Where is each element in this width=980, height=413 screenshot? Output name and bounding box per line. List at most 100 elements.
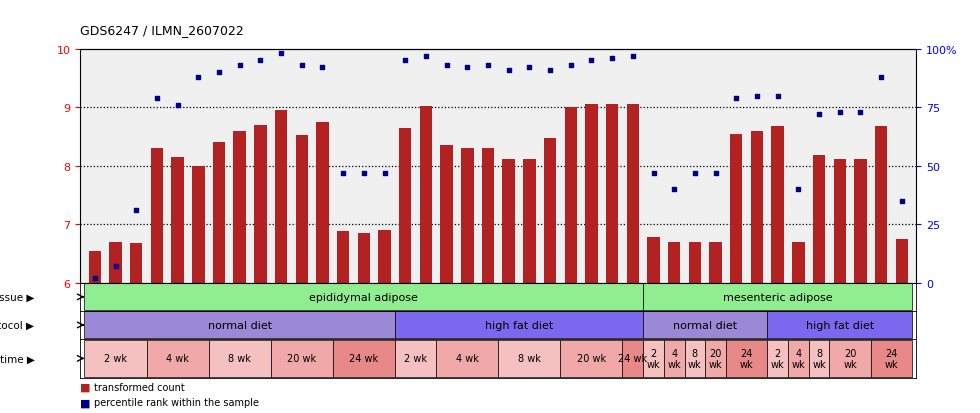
Point — [439, 63, 455, 69]
Point — [460, 65, 475, 71]
Text: protocol ▶: protocol ▶ — [0, 320, 34, 330]
Text: 4
wk: 4 wk — [792, 348, 806, 369]
Bar — [503, 159, 514, 283]
Text: tissue ▶: tissue ▶ — [0, 292, 34, 302]
Text: 4 wk: 4 wk — [167, 354, 189, 363]
Bar — [855, 159, 866, 283]
Point — [687, 170, 703, 177]
Text: ■: ■ — [80, 382, 91, 392]
Text: 8
wk: 8 wk — [812, 348, 826, 369]
Point — [542, 67, 558, 74]
Text: percentile rank within the sample: percentile rank within the sample — [94, 397, 259, 407]
Bar — [233, 131, 246, 283]
Bar — [296, 136, 308, 283]
Point — [418, 53, 434, 60]
Bar — [84, 312, 395, 339]
Bar — [726, 340, 767, 377]
Point — [87, 275, 103, 282]
Point — [128, 207, 144, 214]
Text: high fat diet: high fat diet — [806, 320, 874, 330]
Point — [728, 95, 744, 102]
Point — [501, 67, 516, 74]
Point — [749, 93, 764, 100]
Point — [832, 109, 848, 116]
Bar — [812, 156, 825, 283]
Bar — [730, 134, 743, 283]
Bar — [585, 104, 598, 283]
Bar — [643, 284, 912, 311]
Point — [149, 95, 165, 102]
Bar — [419, 107, 432, 283]
Text: normal diet: normal diet — [673, 320, 737, 330]
Point — [376, 170, 392, 177]
Bar — [399, 128, 412, 283]
Bar — [544, 139, 557, 283]
Text: 24 wk: 24 wk — [618, 354, 648, 363]
Bar — [88, 251, 101, 283]
Bar — [771, 127, 784, 283]
Point — [625, 53, 641, 60]
Bar — [395, 340, 436, 377]
Text: mesenteric adipose: mesenteric adipose — [723, 292, 832, 302]
Point — [894, 198, 909, 205]
Bar — [689, 242, 701, 283]
Point — [666, 186, 682, 193]
Bar — [896, 240, 908, 283]
Bar — [192, 166, 205, 283]
Point — [521, 65, 537, 71]
Point — [108, 263, 123, 270]
Point — [770, 93, 786, 100]
Point — [232, 63, 248, 69]
Bar — [792, 242, 805, 283]
Bar — [461, 149, 473, 283]
Text: 2
wk: 2 wk — [771, 348, 784, 369]
Point — [253, 58, 269, 64]
Text: 8
wk: 8 wk — [688, 348, 702, 369]
Bar — [274, 111, 287, 283]
Bar — [317, 123, 328, 283]
Bar — [130, 243, 142, 283]
Bar — [606, 104, 618, 283]
Bar — [751, 131, 763, 283]
Text: 8 wk: 8 wk — [228, 354, 251, 363]
Point — [397, 58, 413, 64]
Point — [335, 170, 351, 177]
Text: 4 wk: 4 wk — [456, 354, 479, 363]
Point — [853, 109, 868, 116]
Text: 24
wk: 24 wk — [885, 348, 899, 369]
Bar — [626, 104, 639, 283]
Text: 20 wk: 20 wk — [287, 354, 317, 363]
Bar — [110, 242, 122, 283]
Bar — [172, 158, 184, 283]
Bar — [622, 340, 643, 377]
Point — [811, 112, 827, 118]
Bar — [254, 126, 267, 283]
Point — [605, 56, 620, 62]
Point — [708, 170, 723, 177]
Point — [791, 186, 807, 193]
Bar — [213, 143, 225, 283]
Bar — [395, 312, 643, 339]
Bar — [767, 340, 788, 377]
Bar — [151, 149, 163, 283]
Bar — [829, 340, 871, 377]
Point — [356, 170, 371, 177]
Bar — [643, 312, 767, 339]
Bar — [147, 340, 209, 377]
Bar — [84, 340, 147, 377]
Bar — [378, 230, 391, 283]
Bar — [440, 146, 453, 283]
Bar — [498, 340, 561, 377]
Bar — [523, 159, 536, 283]
Bar — [648, 237, 660, 283]
Text: time ▶: time ▶ — [0, 354, 34, 363]
Bar — [564, 108, 577, 283]
Point — [646, 170, 662, 177]
Bar — [706, 340, 726, 377]
Bar — [767, 312, 912, 339]
Point — [584, 58, 600, 64]
Bar — [710, 242, 722, 283]
Text: 2
wk: 2 wk — [647, 348, 661, 369]
Bar — [685, 340, 706, 377]
Text: 4
wk: 4 wk — [667, 348, 681, 369]
